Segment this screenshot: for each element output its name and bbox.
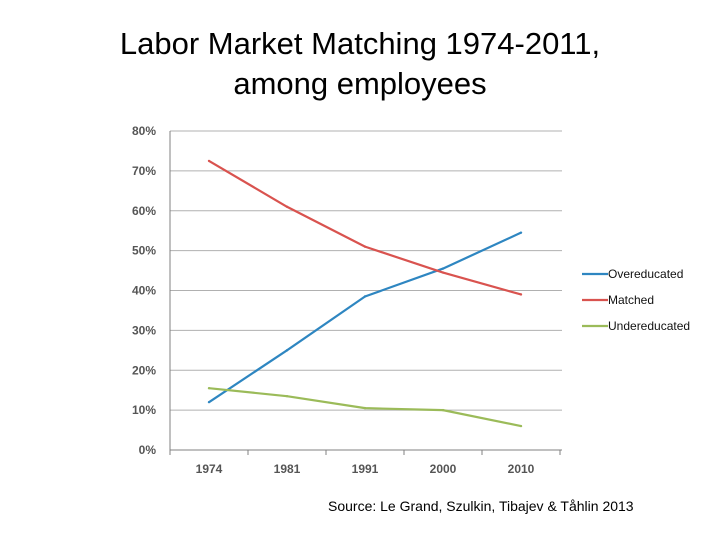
data-point-matched xyxy=(519,293,523,296)
y-tick-label: 10% xyxy=(132,403,156,417)
series-line-overeducated xyxy=(208,231,522,404)
y-tick-label: 80% xyxy=(132,124,156,138)
y-tick-label: 50% xyxy=(132,244,156,258)
data-point-overeducated xyxy=(363,295,367,298)
gridlines xyxy=(170,130,562,411)
y-tick-label: 30% xyxy=(132,323,156,337)
y-tick-label: 20% xyxy=(132,363,156,377)
y-tick-label: 40% xyxy=(132,284,156,298)
data-point-undereducated xyxy=(441,408,445,412)
legend-label: Overeducated xyxy=(608,267,683,281)
axes xyxy=(169,131,562,455)
x-tick-label: 1981 xyxy=(274,462,301,476)
legend-label: Undereducated xyxy=(608,319,690,333)
y-tick-label: 60% xyxy=(132,204,156,218)
series-line-matched xyxy=(208,159,522,296)
legend-label: Matched xyxy=(608,293,654,307)
data-point-overeducated xyxy=(441,267,445,270)
data-point-matched xyxy=(285,205,289,208)
y-axis-tick-labels: 0% 10% 20% 30% 40% 50% 60% 70% 80% xyxy=(132,124,156,457)
chart-title-line1: Labor Market Matching 1974-2011, xyxy=(119,26,601,61)
data-point-overeducated xyxy=(285,349,289,352)
x-axis-tick-labels: 1974 1981 1991 2000 2010 xyxy=(196,462,535,476)
x-tick-label: 2000 xyxy=(430,462,457,476)
data-point-undereducated xyxy=(519,424,523,428)
data-point-matched xyxy=(441,271,445,274)
data-point-matched xyxy=(363,245,367,248)
data-point-undereducated xyxy=(363,406,367,410)
chart-title-line2: among employees xyxy=(233,66,487,101)
legend: Overeducated Matched Undereducated xyxy=(582,267,690,333)
data-point-undereducated xyxy=(207,386,211,390)
x-tick-label: 1974 xyxy=(196,462,223,476)
data-point-matched xyxy=(207,159,211,163)
data-point-overeducated xyxy=(207,400,211,404)
chart-title: Labor Market Matching 1974-2011, among e… xyxy=(60,24,660,104)
data-point-undereducated xyxy=(285,394,289,398)
source-citation: Source: Le Grand, Szulkin, Tibajev & Tåh… xyxy=(328,498,634,514)
y-tick-label: 70% xyxy=(132,164,156,178)
x-tick-label: 2010 xyxy=(508,462,535,476)
data-point-overeducated xyxy=(519,231,523,234)
y-tick-label: 0% xyxy=(139,443,157,457)
x-tick-label: 1991 xyxy=(352,462,379,476)
series-lines xyxy=(207,159,523,428)
